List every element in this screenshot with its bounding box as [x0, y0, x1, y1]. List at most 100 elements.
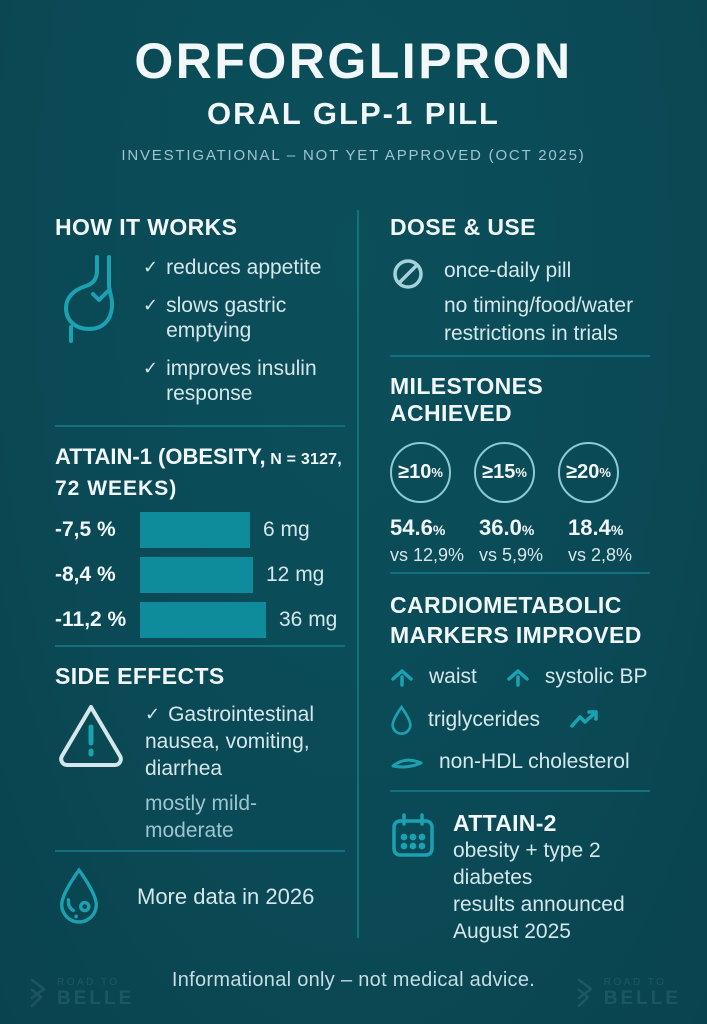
list-item: ✓ slows gastric emptying — [143, 293, 338, 343]
list-item-label: improves insulin response — [166, 357, 317, 405]
milestone-threshold: ≥20 — [566, 461, 600, 483]
attain1-heading: ATTAIN-1 (OBESITY, N = 3127, — [55, 442, 345, 475]
marker-label-systolic-bp: systolic BP — [544, 665, 648, 688]
attain2-line: diabetes — [453, 866, 533, 889]
brand-text: ROAD TO BELLE — [604, 977, 681, 1009]
stat-vs-placebo: vs 12,9% — [390, 545, 465, 565]
milestone-circle: ≥20% — [558, 442, 619, 503]
stat-vs-placebo: vs 5,9% — [479, 545, 544, 565]
percent-sign: % — [521, 522, 535, 538]
warning-triangle-icon — [55, 701, 127, 844]
section-dose-use: DOSE & USE once-daily pill no timing/foo… — [390, 200, 650, 355]
watermark: ROAD TO BELLE — [26, 977, 134, 1009]
lens-icon — [390, 755, 424, 770]
milestone-stat: 36.0% vs 5,9% — [479, 515, 544, 566]
bar-fill — [140, 602, 266, 638]
section-attain-2: ATTAIN-2 obesity + type 2 diabetes resul… — [390, 790, 650, 945]
side-effects-text: ✓ Gastrointestinal nausea, vomiting, dia… — [145, 701, 345, 844]
attain2-line: obesity + type 2 — [453, 839, 601, 862]
dose-use-line2: no timing/food/water restrictions in tri… — [444, 294, 634, 345]
list-item: ✓ reduces appetite — [143, 255, 338, 280]
more-data-label: More data in 2026 — [137, 884, 315, 909]
arrow-up-icon — [390, 668, 414, 687]
watermark: ROAD TO BELLE — [573, 977, 681, 1009]
percent-sign: % — [599, 465, 611, 480]
disclaimer-text: Informational only – not medical advice. — [171, 969, 536, 991]
attain1-bar-row: -11,2 % 36 mg — [55, 602, 345, 638]
list-item: ✓ improves insulin response — [143, 356, 338, 406]
vertical-divider — [357, 210, 359, 938]
attain1-sample-size: N = 3127, — [265, 451, 342, 468]
stat-vs-placebo: vs 2,8% — [568, 545, 633, 565]
milestone-circle: ≥15% — [474, 442, 535, 503]
attain1-bar-row: -7,5 % 6 mg — [55, 512, 345, 548]
approval-status-tagline: INVESTIGATIONAL – NOT YET APPROVED (OCT … — [121, 147, 586, 164]
stat-value: 36.0% — [479, 515, 544, 541]
dose-use-text: once-daily pill no timing/food/water res… — [444, 254, 662, 348]
section-how-it-works: HOW IT WORKS ✓ reduces appetite — [55, 200, 345, 425]
stat-number: 54.6 — [390, 515, 433, 540]
milestone-threshold: ≥15 — [482, 461, 516, 483]
side-effects-heading: SIDE EFFECTS — [55, 663, 225, 689]
marker-label-triglycerides: triglycerides — [428, 707, 541, 731]
dose-use-heading: DOSE & USE — [390, 214, 536, 240]
stomach-icon — [55, 253, 123, 419]
bar-dose-label: 6 mg — [263, 518, 310, 541]
more-data-body: More data in 2026 — [55, 866, 345, 928]
side-effect-title: Gastrointestinal — [168, 703, 314, 726]
bar-dose-label: 12 mg — [266, 563, 325, 586]
dose-use-body: once-daily pill no timing/food/water res… — [390, 254, 650, 348]
side-effects-body: ✓ Gastrointestinal nausea, vomiting, dia… — [55, 701, 345, 844]
milestone-stats: 54.6% vs 12,9% 36.0% vs 5,9% 18.4% vs 2,… — [390, 515, 650, 566]
percent-sign: % — [515, 465, 527, 480]
attain1-heading-main: ATTAIN-1 (OBESITY, — [55, 444, 266, 469]
brand-name-top: ROAD TO — [57, 977, 120, 988]
brand-logo-icon — [26, 977, 50, 1009]
brand-name-bottom: BELLE — [603, 988, 681, 1009]
stat-number: 18.4 — [568, 515, 611, 540]
brand-logo-icon — [573, 977, 597, 1009]
droplet-icon — [55, 866, 103, 928]
list-item-label: reduces appetite — [166, 256, 322, 279]
brand-name-top: ROAD TO — [603, 977, 667, 988]
main-content: HOW IT WORKS ✓ reduces appetite — [0, 200, 707, 945]
milestone-circles: ≥10% ≥15% ≥20% — [390, 442, 650, 503]
list-item-label: slows gastric emptying — [166, 294, 287, 342]
brand-name-bottom: BELLE — [57, 988, 135, 1009]
cardio-marker-row: triglycerides — [390, 704, 650, 735]
pill-icon — [390, 256, 426, 348]
calendar-icon — [390, 812, 436, 945]
section-attain-1: ATTAIN-1 (OBESITY, N = 3127, 72 WEEKS) -… — [55, 425, 345, 645]
milestones-heading: MILESTONES ACHIEVED — [390, 373, 544, 426]
section-more-data: More data in 2026 — [55, 850, 345, 945]
check-icon: ✓ — [143, 358, 159, 378]
bar-fill — [140, 512, 250, 548]
side-effect-item: ✓ Gastrointestinal — [145, 701, 345, 728]
stat-value: 18.4% — [568, 515, 633, 541]
percent-sign: % — [610, 522, 624, 538]
attain2-line: August 2025 — [453, 920, 571, 943]
attain1-bar-row: -8,4 % 12 mg — [55, 557, 345, 593]
cardio-heading-line2: MARKERS IMPROVED — [390, 622, 642, 648]
droplet-icon — [390, 704, 413, 735]
marker-label-waist: waist — [429, 665, 477, 688]
percent-sign: % — [432, 522, 446, 538]
brand-text: ROAD TO BELLE — [57, 977, 134, 1009]
check-icon: ✓ — [143, 257, 159, 277]
bar-dose-label: 36 mg — [279, 608, 338, 631]
section-cardiometabolic: CARDIOMETABOLIC MARKERS IMPROVED waist — [390, 572, 650, 790]
check-icon: ✓ — [143, 295, 159, 315]
bar-fill — [140, 557, 253, 593]
section-side-effects: SIDE EFFECTS ✓ Gastrointestinal — [55, 645, 345, 850]
milestone-circle: ≥10% — [390, 442, 451, 503]
side-effect-note: mostly mild-moderate — [145, 792, 258, 842]
left-column: HOW IT WORKS ✓ reduces appetite — [0, 200, 358, 945]
milestone-stat: 54.6% vs 12,9% — [390, 515, 465, 566]
trend-up-icon — [569, 708, 606, 731]
page-subtitle: ORAL GLP-1 PILL — [207, 96, 500, 131]
milestone-threshold: ≥10 — [398, 461, 432, 483]
attain2-body: ATTAIN-2 obesity + type 2 diabetes resul… — [390, 810, 650, 945]
bar-loss-label: -8,4 % — [55, 563, 116, 586]
stat-number: 36.0 — [479, 515, 522, 540]
bar-loss-label: -11,2 % — [55, 608, 127, 631]
